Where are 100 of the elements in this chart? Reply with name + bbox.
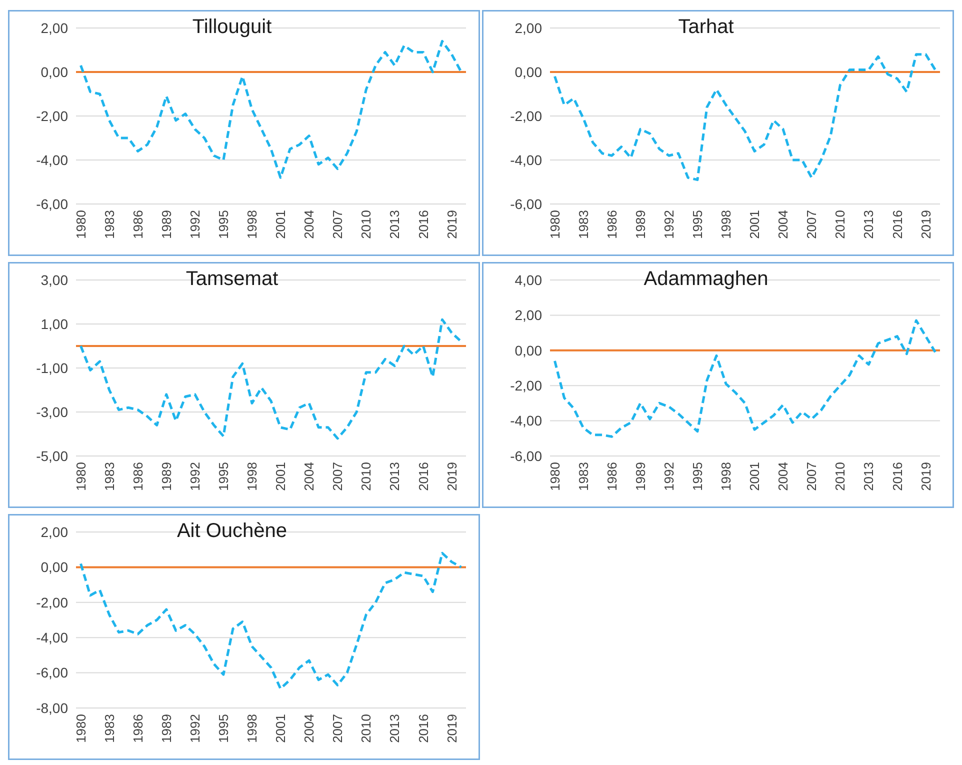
y-tick-label: 2,00 xyxy=(40,524,68,540)
y-tick-label: 0,00 xyxy=(514,342,542,358)
x-tick-label: 1983 xyxy=(576,462,591,491)
y-tick-label: -6,00 xyxy=(36,664,68,681)
y-tick-label: -8,00 xyxy=(36,700,68,716)
y-tick-label: 0,00 xyxy=(514,64,542,80)
x-tick-label: 1992 xyxy=(661,210,676,239)
x-tick-label: 1983 xyxy=(102,714,117,743)
x-tick-label: 1995 xyxy=(216,714,231,743)
y-tick-label: 2,00 xyxy=(40,20,68,36)
x-tick-label: 2010 xyxy=(358,462,374,491)
x-tick-label: 1998 xyxy=(244,210,260,239)
chart-title: Tarhat xyxy=(678,16,734,38)
y-tick-label: 1,00 xyxy=(40,316,68,332)
line-series xyxy=(80,552,462,690)
x-tick-label: 1980 xyxy=(73,714,88,743)
x-tick-label: 1995 xyxy=(216,210,231,239)
x-tick-label: 1992 xyxy=(187,462,202,491)
x-tick-label: 1980 xyxy=(547,462,562,491)
x-tick-label: 1998 xyxy=(244,714,260,743)
x-tick-label: 1980 xyxy=(547,210,562,239)
x-tick-label: 2016 xyxy=(890,210,905,239)
x-tick-label: 1989 xyxy=(158,714,174,743)
line-series xyxy=(554,53,936,182)
y-tick-label: 0,00 xyxy=(40,559,68,576)
y-tick-label: -1,00 xyxy=(36,360,68,376)
x-tick-label: 1986 xyxy=(604,210,620,239)
x-tick-label: 2016 xyxy=(890,462,905,491)
x-tick-label: 2007 xyxy=(330,210,346,239)
x-tick-label: 2013 xyxy=(387,714,402,743)
y-tick-label: -2,00 xyxy=(510,108,542,124)
y-tick-label: -3,00 xyxy=(36,404,68,420)
x-tick-label: 1986 xyxy=(130,210,146,239)
line-series xyxy=(554,319,936,438)
x-tick-label: 2004 xyxy=(302,210,317,239)
x-tick-label: 2001 xyxy=(273,210,288,239)
x-tick-label: 1995 xyxy=(216,462,231,491)
x-tick-label: 2007 xyxy=(330,714,346,743)
x-tick-label: 1989 xyxy=(158,462,174,491)
y-tick-label: -5,00 xyxy=(36,448,68,464)
y-tick-label: -2,00 xyxy=(510,378,542,394)
y-tick-label: -2,00 xyxy=(36,594,68,610)
x-tick-label: 1983 xyxy=(102,462,117,491)
x-tick-label: 2010 xyxy=(832,462,848,491)
chart-title: Adammaghen xyxy=(644,268,768,290)
y-tick-label: -6,00 xyxy=(510,196,542,212)
x-tick-label: 2019 xyxy=(444,210,460,239)
x-tick-label: 2010 xyxy=(832,210,848,239)
x-tick-label: 2013 xyxy=(861,462,876,491)
chart-title: Tillouguit xyxy=(192,16,272,38)
y-tick-label: 2,00 xyxy=(514,307,542,324)
chart-title: Tamsemat xyxy=(186,268,279,290)
y-tick-label: -6,00 xyxy=(510,448,542,464)
x-tick-label: 1983 xyxy=(576,210,591,239)
x-tick-label: 1992 xyxy=(187,714,202,743)
x-tick-label: 2001 xyxy=(273,714,288,743)
x-tick-label: 2004 xyxy=(776,462,791,491)
line-series xyxy=(80,40,462,179)
x-tick-label: 2007 xyxy=(330,462,346,491)
x-tick-label: 2019 xyxy=(444,462,460,491)
y-tick-label: 3,00 xyxy=(40,272,68,288)
x-tick-label: 2013 xyxy=(387,210,402,239)
x-tick-label: 2004 xyxy=(302,462,317,491)
y-tick-label: -4,00 xyxy=(36,630,68,646)
x-tick-label: 1998 xyxy=(718,462,734,491)
x-tick-label: 1983 xyxy=(102,210,117,239)
x-tick-label: 1998 xyxy=(718,210,734,239)
x-tick-label: 2007 xyxy=(804,210,820,239)
x-tick-label: 1992 xyxy=(187,210,202,239)
x-tick-label: 2019 xyxy=(444,714,460,743)
y-tick-label: 2,00 xyxy=(514,20,542,36)
x-tick-label: 1989 xyxy=(632,210,648,239)
chart-title: Ait Ouchène xyxy=(176,520,288,542)
x-tick-label: 2019 xyxy=(918,210,934,239)
x-tick-label: 2019 xyxy=(918,462,934,491)
x-tick-label: 2013 xyxy=(861,210,876,239)
x-tick-label: 1998 xyxy=(244,462,260,491)
y-tick-label: -2,00 xyxy=(36,108,68,124)
y-tick-label: -4,00 xyxy=(510,152,542,168)
x-tick-label: 1980 xyxy=(73,210,88,239)
y-tick-label: -6,00 xyxy=(36,196,68,212)
y-tick-label: 4,00 xyxy=(514,272,542,288)
y-tick-label: -4,00 xyxy=(36,152,68,168)
x-tick-label: 1986 xyxy=(130,714,146,743)
x-tick-label: 1995 xyxy=(690,462,705,491)
x-tick-label: 1989 xyxy=(632,462,648,491)
x-tick-label: 2004 xyxy=(776,210,791,239)
x-tick-label: 2001 xyxy=(273,462,288,491)
x-tick-label: 2004 xyxy=(302,714,317,743)
x-tick-label: 1989 xyxy=(158,210,174,239)
x-tick-label: 2001 xyxy=(747,210,762,239)
x-tick-label: 1986 xyxy=(130,462,146,491)
x-tick-label: 1980 xyxy=(73,462,88,491)
y-tick-label: -4,00 xyxy=(510,412,542,429)
x-tick-label: 2007 xyxy=(804,462,820,491)
x-tick-label: 2001 xyxy=(747,462,762,491)
x-tick-label: 1992 xyxy=(661,462,676,491)
x-tick-label: 2010 xyxy=(358,714,374,743)
x-tick-label: 1995 xyxy=(690,210,705,239)
y-tick-label: 0,00 xyxy=(40,64,68,80)
